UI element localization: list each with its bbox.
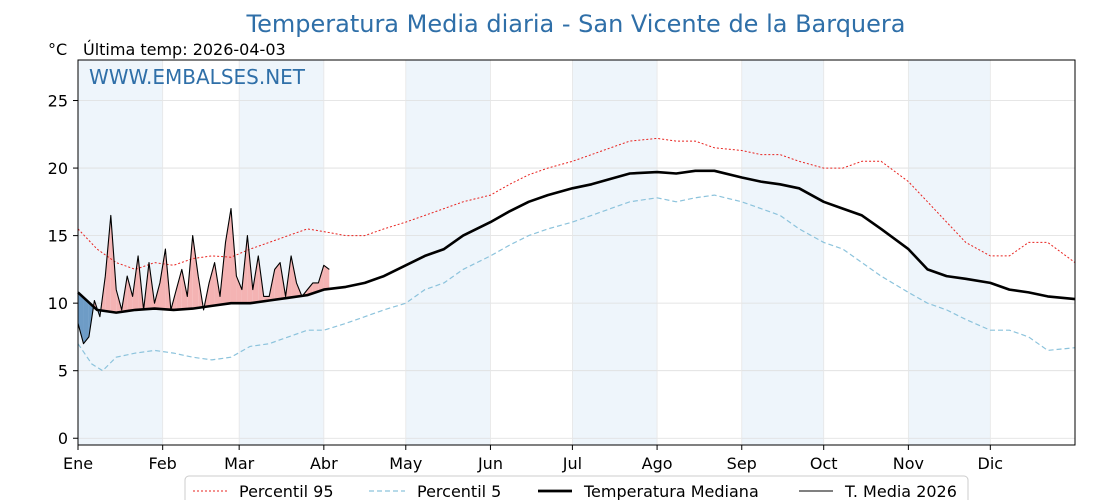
series-line-median [77,169,1076,314]
y-tick-label: 5 [58,362,68,381]
y-tick-label: 20 [48,159,68,178]
x-tick-label: Abr [310,454,338,473]
anomaly-above [291,255,297,298]
anomaly-above [274,262,281,300]
legend-label-p5: Percentil 5 [417,482,501,500]
anomaly-above [176,269,182,310]
y-tick-label: 10 [48,294,68,313]
watermark: WWW.EMBALSES.NET [89,65,306,89]
x-tick-label: Ene [63,454,93,473]
x-tick-label: Jun [477,454,503,473]
x-tick-label: May [389,454,422,473]
anomaly-below [83,297,89,344]
anomaly-above [323,265,330,290]
legend: Percentil 95 Percentil 5 Temperatura Med… [184,475,969,500]
legend-label-p95: Percentil 95 [239,482,334,500]
plot-frame [77,59,1076,446]
anomaly-above [127,276,133,312]
x-tick-label: Sep [727,454,757,473]
series-lines [77,137,1076,372]
anomaly-above [318,265,324,292]
anomaly-above [192,235,199,309]
y-tick-label: 0 [58,429,68,448]
plot-area: WWW.EMBALSES.NET [77,59,1076,446]
chart-title: Temperatura Media diaria - San Vicente d… [246,10,906,38]
x-tick-label: Feb [149,454,177,473]
month-bands [78,60,991,445]
month-band [908,60,991,445]
legend-label-median: Temperatura Mediana [583,482,759,500]
anomaly-above [307,282,313,296]
series-line-p95 [77,137,1076,270]
anomaly-above [181,269,188,310]
series-line-current [77,208,330,345]
month-band [78,60,163,445]
y-unit-label: °C [48,40,67,59]
anomaly-above [209,262,215,307]
legend-box [184,475,969,500]
x-tick-label: Nov [893,454,924,473]
last-temp-label: Última temp: 2026-04-03 [83,40,286,59]
y-tick-label: 15 [48,227,68,246]
legend-label-current: T. Media 2026 [844,482,957,500]
x-axis: Ene Feb Mar Abr May Jun Jul Ago Sep Oct Nov Dic [63,445,1003,473]
month-band [405,60,491,445]
month-band [572,60,658,445]
y-axis: 0 5 10 15 20 25 [48,92,78,448]
series-line-p5 [77,194,1076,372]
anomaly-above [105,215,111,312]
month-band [239,60,324,445]
x-tick-label: Ago [642,454,673,473]
x-tick-label: Oct [810,454,838,473]
anomaly-below [78,292,84,344]
y-tick-label: 25 [48,92,68,111]
x-tick-label: Dic [978,454,1004,473]
x-tick-label: Jul [562,454,582,473]
x-tick-label: Mar [224,454,255,473]
grid-lines [77,60,1075,445]
anomaly-above [225,208,231,304]
month-band [741,60,824,445]
anomaly-above [236,276,242,304]
